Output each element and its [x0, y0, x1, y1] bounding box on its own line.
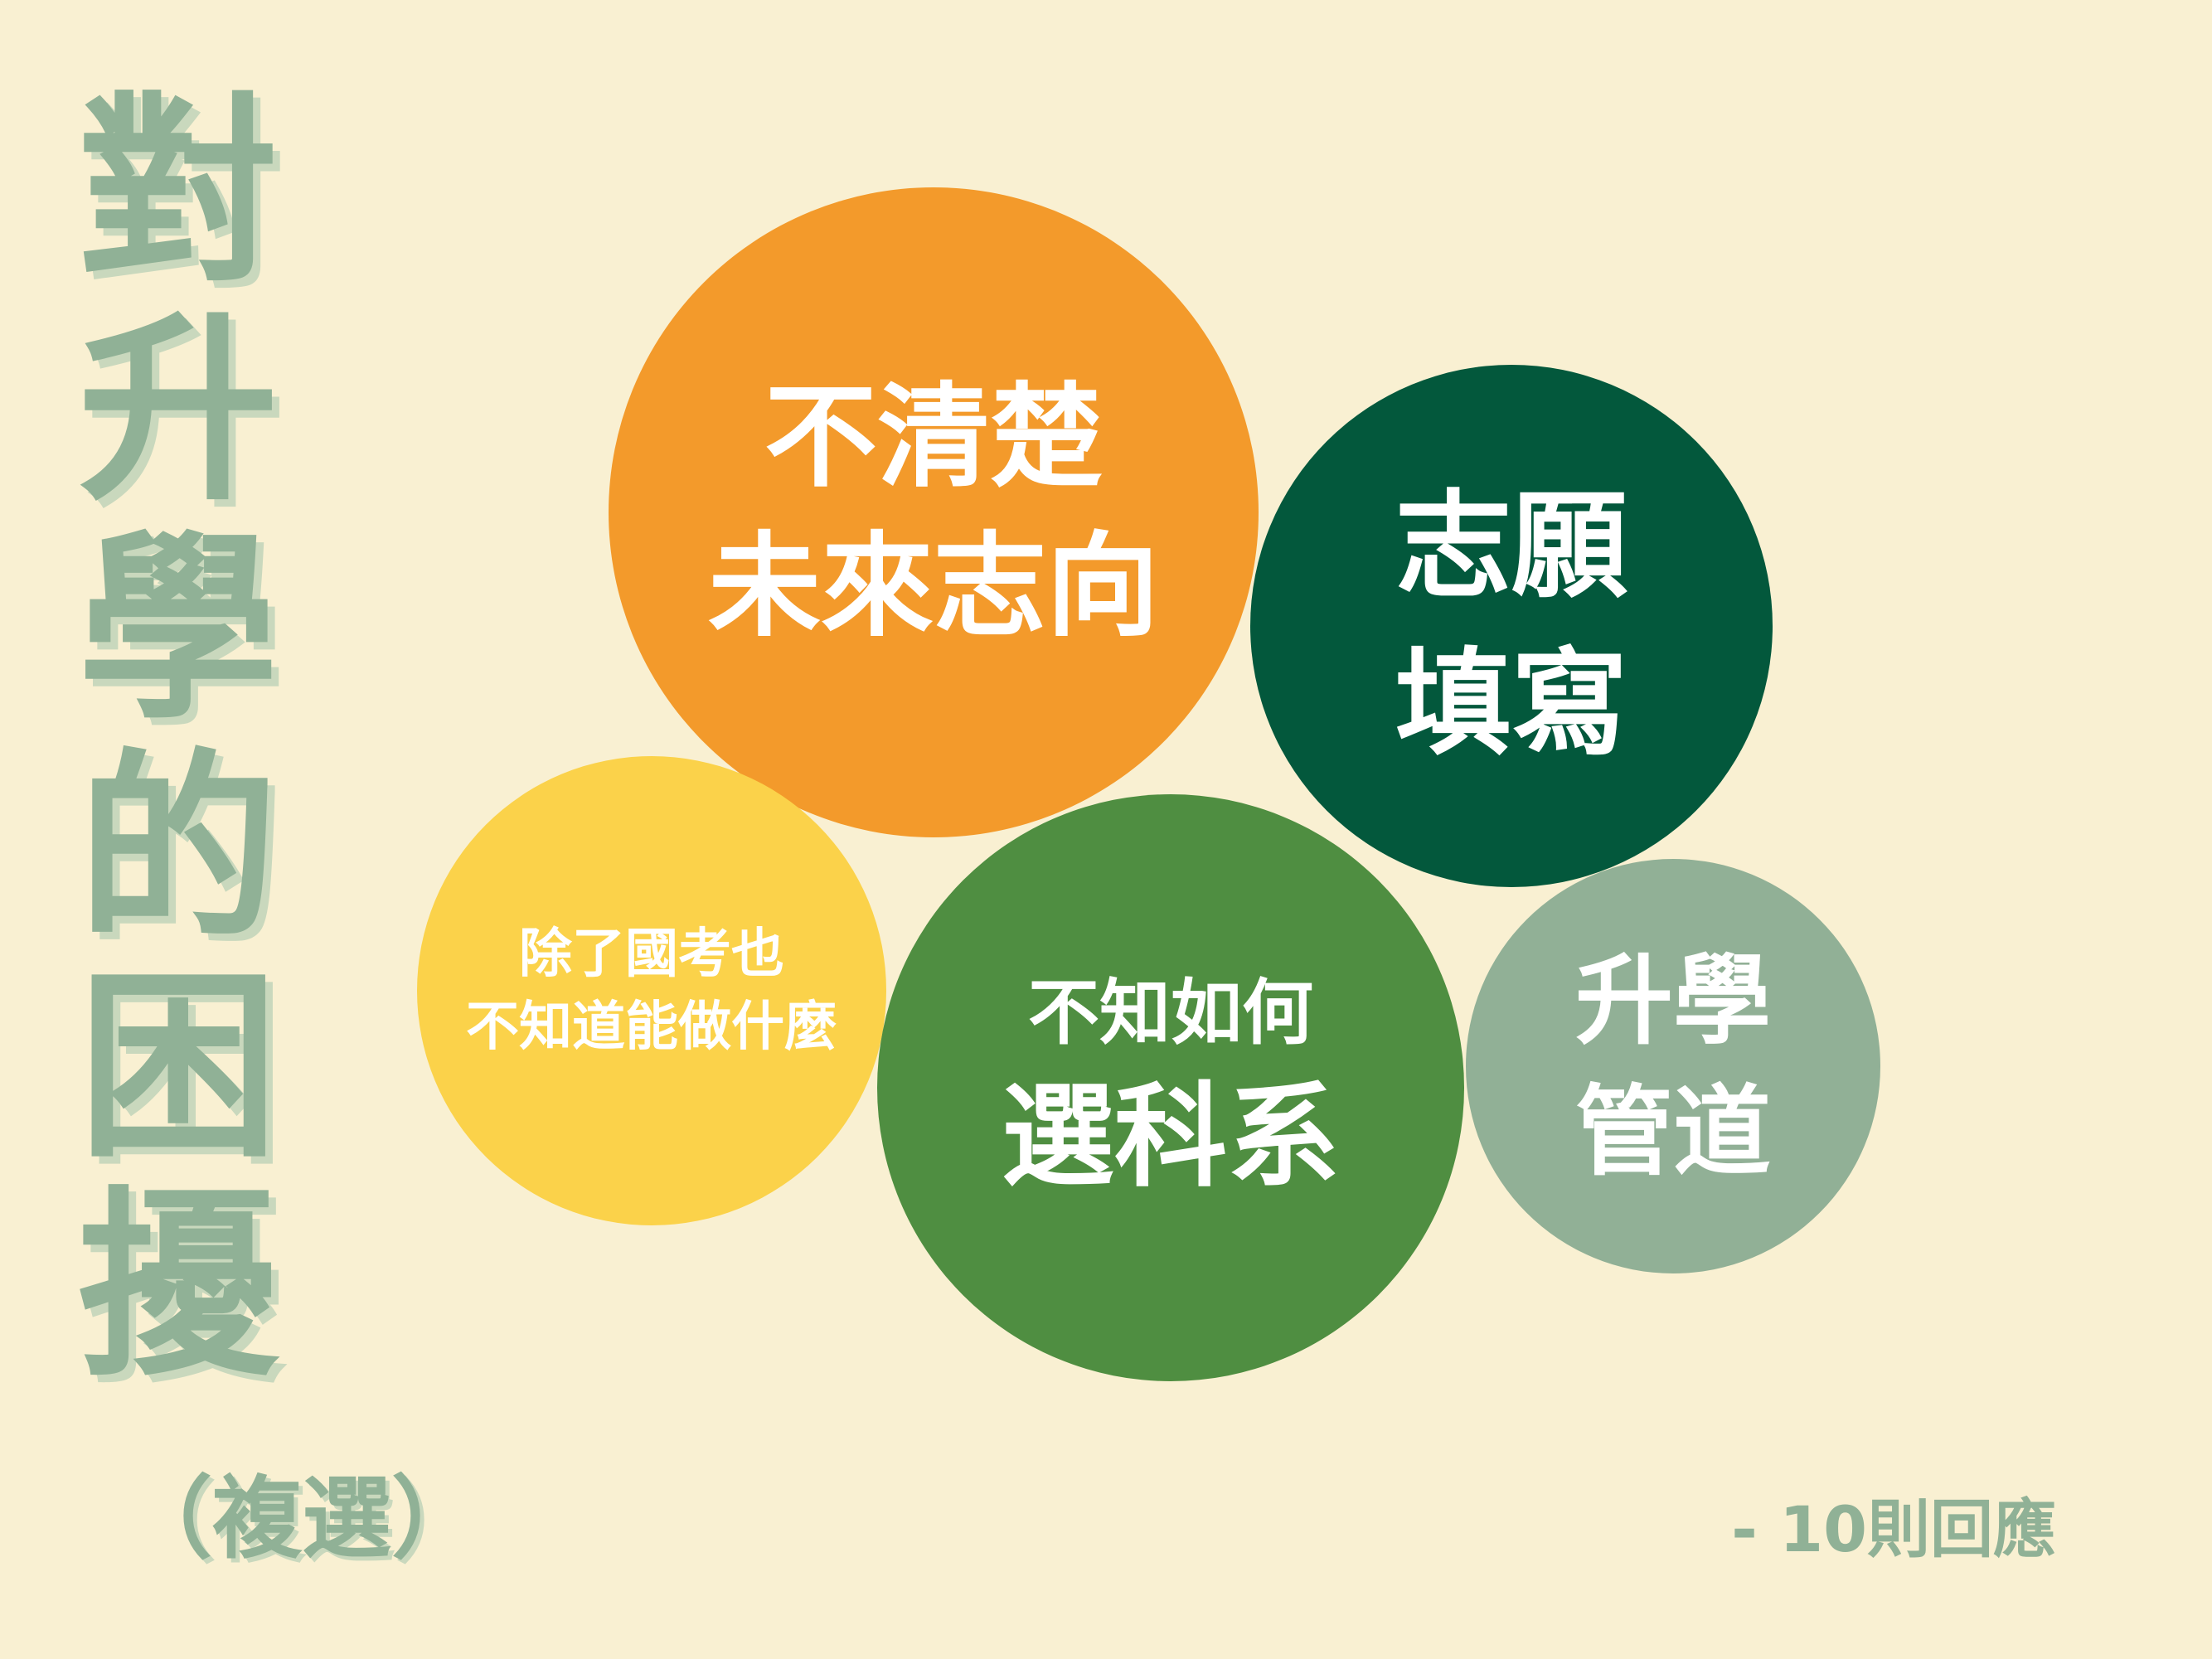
bubble-choose-department: 不知如何 選科系: [877, 794, 1464, 1381]
bubble-beyond-national-exam: 除了國考也 不知道能做什麼: [417, 756, 886, 1225]
title-char: 學: [78, 513, 279, 747]
title-char: 的: [78, 732, 279, 966]
bubble-label: 志願: [1395, 479, 1627, 614]
title-char: 困: [78, 951, 279, 1185]
bubble-label: 管道: [1574, 1074, 1771, 1189]
bubble-admission-channels: 升學 管道: [1466, 859, 1880, 1273]
page-title: 對 升 學 的 困 擾: [78, 75, 279, 1404]
bubble-application-form: 志願 填寫: [1250, 365, 1773, 887]
title-char: 擾: [78, 1170, 279, 1404]
bubble-label: 升學: [1574, 943, 1771, 1058]
bubble-label: 除了國考也: [519, 924, 784, 985]
bubble-label: 不知道能做什麼: [466, 997, 837, 1058]
bubble-label: 不知如何: [1028, 972, 1313, 1055]
multiple-choice-note: （複選）: [123, 1467, 482, 1571]
bubble-unclear-future: 不清楚 未來志向: [609, 187, 1259, 837]
title-char: 升: [78, 294, 279, 528]
title-char: 對: [78, 75, 279, 309]
bubble-label: 不清楚: [764, 372, 1103, 503]
response-count: - 10則回應: [1731, 1492, 2056, 1566]
bubble-label: 填寫: [1395, 637, 1627, 772]
bubble-label: 選科系: [1002, 1072, 1340, 1203]
bubble-label: 未來志向: [708, 521, 1159, 652]
